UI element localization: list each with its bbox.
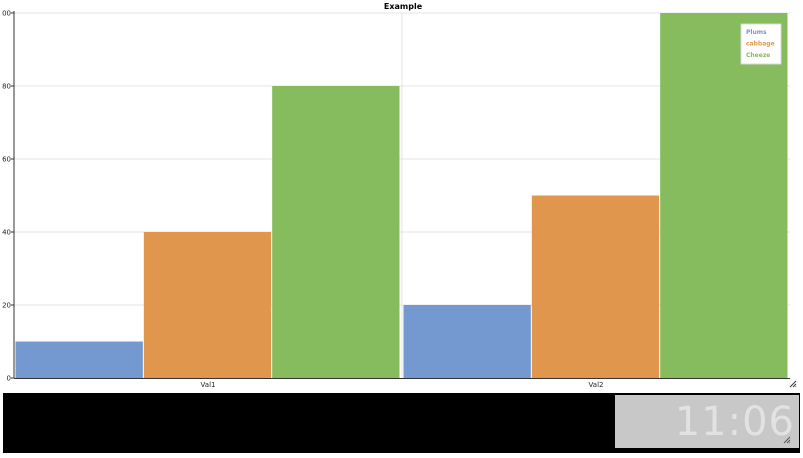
bar-plums-val1 xyxy=(15,341,143,378)
bar-cabbage-val1 xyxy=(143,232,272,378)
x-tick-label: Val1 xyxy=(201,381,216,389)
bar-plums-val2 xyxy=(403,305,531,378)
bar-cabbage-val2 xyxy=(531,195,660,378)
legend xyxy=(740,23,782,65)
bar-cheeze-val2 xyxy=(660,13,788,378)
resize-grip-icon[interactable] xyxy=(789,380,797,388)
bar-chart: Example 0 20 40 60 80 00 Val1 Val2 Plums cabbage Ch… xyxy=(2,2,790,389)
chart-title: Example xyxy=(384,2,423,11)
y-tick-label: 40 xyxy=(2,229,11,237)
clock-time: 11:06 xyxy=(674,399,795,445)
chart-panel: Example 0 20 40 60 80 00 Val1 Val2 Plums cabbage Ch… xyxy=(2,2,797,389)
resize-grip-icon[interactable] xyxy=(783,436,791,444)
clock-widget[interactable]: 11:06 xyxy=(615,395,799,448)
y-tick-label: 0 xyxy=(7,375,11,383)
y-tick-label: 60 xyxy=(2,156,11,164)
y-tick-label: 80 xyxy=(2,83,11,91)
bar-cheeze-val1 xyxy=(272,86,400,378)
y-tick-label: 20 xyxy=(2,302,11,310)
y-tick-label: 00 xyxy=(2,10,11,18)
legend-entry-cheeze: Cheeze xyxy=(746,52,770,59)
x-tick-label: Val2 xyxy=(589,381,604,389)
legend-entry-plums: Plums xyxy=(746,29,767,36)
legend-entry-cabbage: cabbage xyxy=(746,41,775,48)
